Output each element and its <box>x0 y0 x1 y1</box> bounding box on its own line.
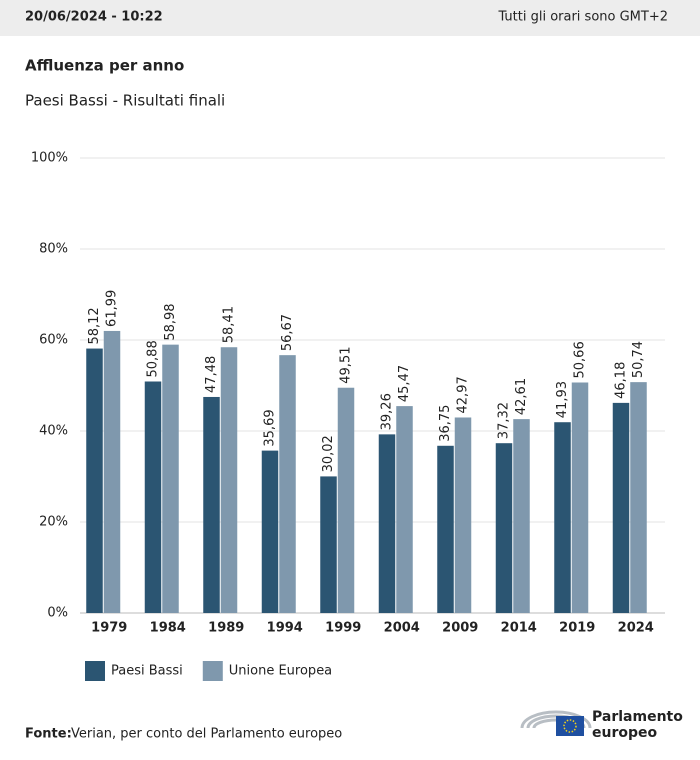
bar <box>378 434 396 613</box>
value-label: 42,97 <box>456 376 471 413</box>
x-tick-label: 1989 <box>208 621 244 636</box>
logo: Parlamento europeo <box>520 709 683 741</box>
value-label: 56,67 <box>280 314 295 351</box>
bar <box>630 382 647 613</box>
value-label: 45,47 <box>397 365 412 402</box>
value-label: 49,51 <box>339 347 354 384</box>
x-tick-label: 2004 <box>384 621 420 636</box>
header-date: 20/06/2024 - 10:22 <box>25 10 163 25</box>
bar <box>437 445 454 613</box>
bar <box>554 422 571 613</box>
bar <box>279 355 296 613</box>
chart-subtitle: Paesi Bassi - Risultati finali <box>25 92 225 110</box>
y-tick-label: 60% <box>39 333 68 348</box>
bar <box>103 330 121 613</box>
logo-arc <box>520 710 592 729</box>
value-label: 36,75 <box>438 405 453 442</box>
x-tick-label: 1979 <box>91 621 127 636</box>
eu-stars <box>563 719 577 733</box>
legend-swatch <box>202 661 223 681</box>
legend: Paesi Bassi Unione Europea <box>85 661 332 681</box>
y-tick-label: 100% <box>31 151 68 166</box>
bar <box>144 381 162 613</box>
logo-text: Parlamento <box>592 709 683 725</box>
bar <box>320 476 337 613</box>
header-timezone: Tutti gli orari sono GMT+2 <box>497 10 668 25</box>
bar <box>396 406 413 613</box>
value-label: 50,88 <box>146 340 161 377</box>
source-text: Verian, per conto del Parlamento europeo <box>71 727 342 742</box>
y-tick-label: 80% <box>39 242 68 257</box>
value-label: 58,98 <box>163 303 178 340</box>
value-label: 42,61 <box>514 378 529 415</box>
value-label: 50,66 <box>573 341 588 378</box>
legend-swatch <box>85 661 105 681</box>
value-label: 61,99 <box>105 290 120 327</box>
y-tick-label: 20% <box>39 515 68 530</box>
bar <box>495 443 513 613</box>
value-label: 35,69 <box>263 409 278 446</box>
bar <box>454 417 472 613</box>
source-label: Fonte: <box>25 727 72 742</box>
bar <box>261 450 279 613</box>
legend-label: Unione Europea <box>229 664 332 679</box>
bar <box>571 382 589 613</box>
x-tick-label: 1994 <box>267 621 303 636</box>
bar <box>337 387 355 613</box>
bar <box>612 402 630 613</box>
eu-flag <box>556 716 584 736</box>
logo-text: europeo <box>592 725 658 741</box>
x-tick-label: 1999 <box>325 621 361 636</box>
chart-title: Affluenza per anno <box>25 57 184 75</box>
bar <box>220 347 238 613</box>
value-label: 58,41 <box>222 306 237 343</box>
x-tick-label: 1984 <box>150 621 186 636</box>
x-tick-label: 2024 <box>618 621 654 636</box>
value-label: 47,48 <box>204 356 219 393</box>
x-tick-label: 2019 <box>559 621 595 636</box>
header-bar <box>0 0 700 36</box>
bar <box>513 419 530 613</box>
value-label: 41,93 <box>555 381 570 418</box>
bar <box>86 348 103 613</box>
x-tick-label: 2009 <box>442 621 478 636</box>
bar <box>203 396 220 613</box>
y-tick-label: 40% <box>39 424 68 439</box>
legend-label: Paesi Bassi <box>111 664 183 679</box>
value-label: 39,26 <box>380 393 395 430</box>
value-label: 30,02 <box>321 435 336 472</box>
value-label: 58,12 <box>87 307 102 344</box>
bar <box>162 344 179 613</box>
value-label: 37,32 <box>497 402 512 439</box>
value-label: 46,18 <box>614 362 629 399</box>
x-tick-label: 2014 <box>501 621 537 636</box>
value-label: 50,74 <box>631 341 646 378</box>
y-tick-label: 0% <box>47 606 68 621</box>
